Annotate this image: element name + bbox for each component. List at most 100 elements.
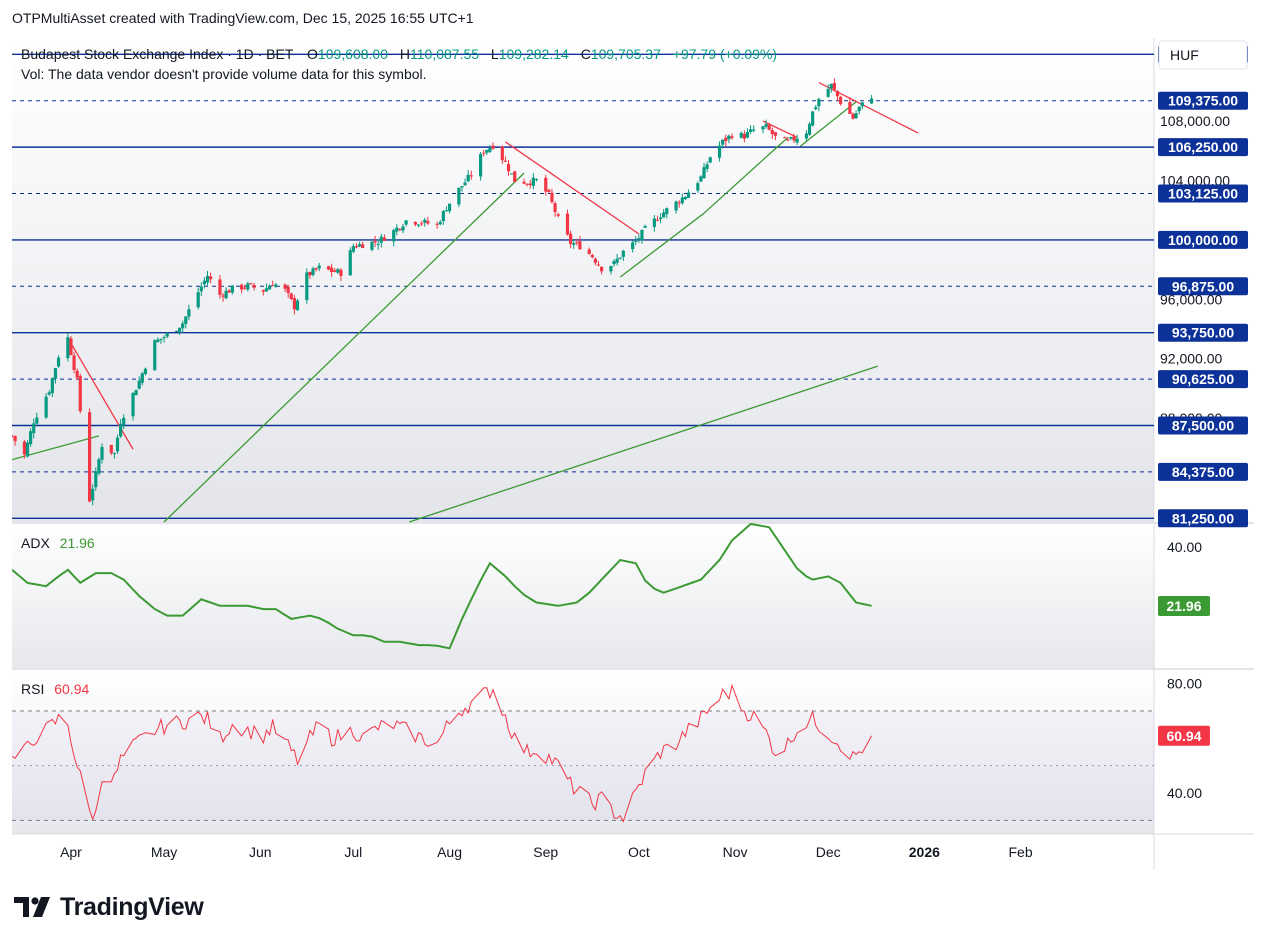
candle: [267, 284, 272, 290]
level-price-tag: 84,375.00: [1158, 462, 1248, 481]
currency-label: HUF: [1170, 47, 1199, 63]
candle-body: [491, 145, 495, 149]
candle-body: [618, 257, 622, 259]
candle: [503, 156, 508, 163]
x-tick-label: Jun: [249, 844, 272, 860]
level-price-tag-bg: [1158, 323, 1248, 342]
candle-body: [395, 227, 399, 232]
level-price-tag: 103,125.00: [1158, 184, 1248, 203]
chart-canvas[interactable]: Apr May Jun Jul Aug Sep Oct Nov Dec 2026 Feb 108,0…: [12, 38, 1254, 870]
currency-box[interactable]: HUF: [1158, 40, 1248, 70]
candle-body: [792, 136, 796, 141]
candle: [209, 272, 213, 284]
level-price-tag-bg: [1158, 230, 1248, 249]
candle-body: [593, 258, 598, 263]
candle-body: [134, 390, 138, 396]
candle-body: [478, 154, 483, 177]
tradingview-wordmark: TradingView: [60, 892, 204, 921]
candle-body: [32, 423, 36, 434]
candle-body: [137, 380, 141, 389]
candle: [814, 104, 818, 111]
candle-body: [202, 280, 207, 285]
candle-body: [466, 174, 470, 182]
candle-body: [361, 244, 365, 249]
candle: [575, 238, 579, 246]
candle-body: [311, 268, 315, 275]
candle-body: [289, 293, 293, 300]
candle-body: [209, 276, 213, 280]
candle-body: [97, 459, 101, 474]
candle-body: [730, 136, 734, 139]
candle: [47, 389, 51, 396]
candle: [326, 265, 331, 271]
candle: [357, 241, 362, 248]
candle: [572, 239, 576, 249]
candle: [528, 179, 532, 189]
candle-body: [423, 219, 427, 223]
candle: [174, 330, 179, 332]
candle: [618, 257, 622, 260]
candle-body: [143, 368, 148, 374]
candle-body: [503, 160, 508, 162]
candle-body: [283, 284, 287, 289]
level-price-tag: 109,375.00: [1158, 91, 1248, 110]
candle: [752, 125, 756, 133]
candle: [401, 223, 405, 234]
candle-body: [373, 240, 377, 243]
candle: [531, 173, 535, 190]
level-price-tag: 96,875.00: [1158, 277, 1248, 296]
candle-body: [305, 272, 309, 301]
candle-body: [727, 135, 731, 140]
candle-body: [249, 283, 253, 285]
level-price-tag-label: 84,375.00: [1172, 464, 1234, 480]
candle: [75, 368, 79, 381]
candle-body: [78, 376, 82, 412]
candle: [826, 84, 830, 98]
candle: [122, 414, 126, 429]
candle-body: [748, 129, 753, 132]
candle-body: [513, 171, 517, 183]
svg-text:ADX 21.96: ADX 21.96: [21, 535, 95, 551]
tradingview-logo[interactable]: TradingView: [14, 892, 204, 922]
candle-body: [469, 175, 473, 177]
candle-body: [612, 261, 616, 265]
candle: [308, 271, 312, 280]
level-price-tag-label: 100,000.00: [1168, 232, 1238, 248]
candle-body: [457, 187, 461, 205]
rsi-value-tag-bg: [1158, 725, 1210, 746]
candle-body: [29, 431, 33, 445]
candle-body: [66, 337, 70, 359]
candle: [696, 181, 700, 193]
candle: [109, 444, 113, 456]
candle: [44, 393, 48, 419]
candle-body: [12, 435, 14, 437]
adx-value-tag: 21.96: [1158, 595, 1210, 616]
candle-body: [590, 254, 594, 258]
candle-body: [857, 106, 861, 112]
candle-body: [631, 242, 635, 250]
chart-frame[interactable]: Apr May Jun Jul Aug Sep Oct Nov Dec 2026 Feb 108,0…: [12, 38, 1254, 870]
ohlc-low: 109,282.14: [499, 46, 569, 62]
resistance-trendline: [762, 120, 798, 139]
candle: [50, 377, 54, 398]
candle-body: [376, 243, 380, 245]
candle: [513, 171, 517, 183]
candle: [652, 215, 656, 232]
candle-body: [634, 240, 638, 242]
candle: [770, 127, 774, 139]
candle-body: [572, 243, 576, 245]
candle-body: [556, 214, 560, 216]
candle-body: [745, 131, 750, 138]
candle-body: [94, 471, 98, 488]
candle: [677, 200, 681, 208]
candle-body: [240, 284, 244, 290]
candle: [348, 247, 352, 276]
rsi-legend: RSI 60.94: [21, 681, 89, 697]
candle: [184, 315, 188, 329]
ohlc-low-label: L: [491, 46, 499, 62]
candle-body: [177, 327, 182, 332]
candle: [420, 220, 424, 227]
candle-body: [181, 323, 185, 329]
x-tick-label: Sep: [533, 844, 558, 860]
candle-body: [721, 139, 725, 145]
